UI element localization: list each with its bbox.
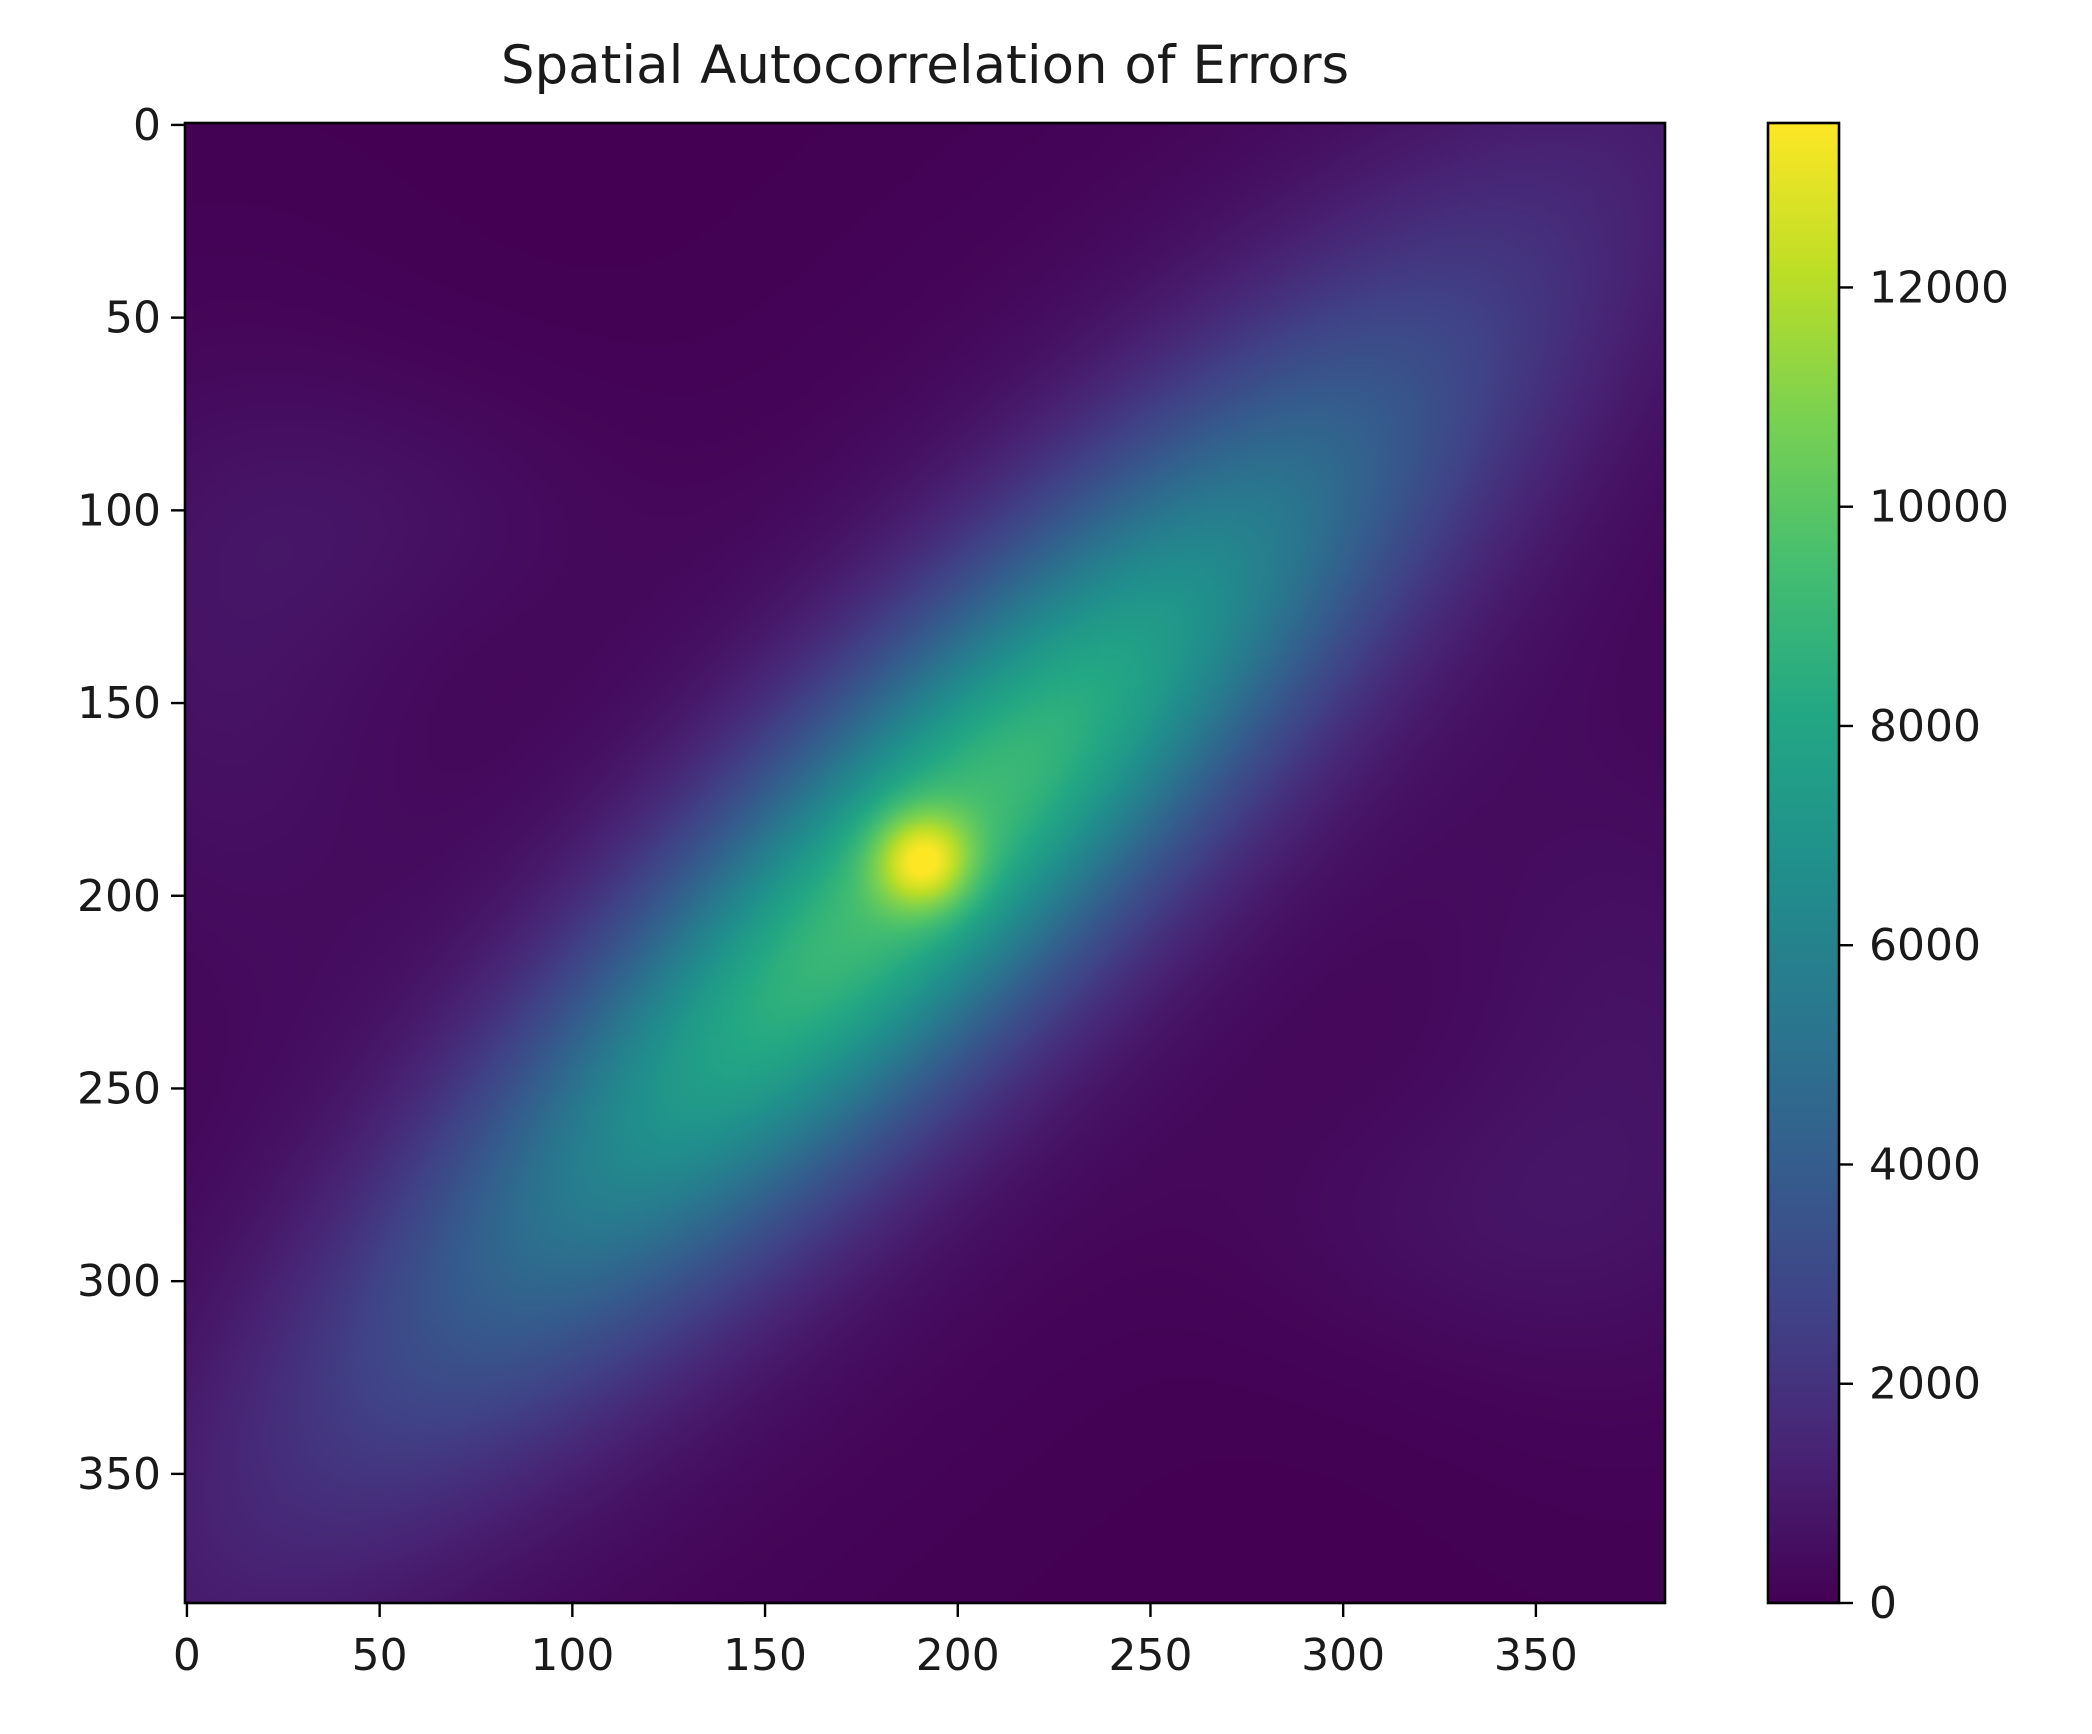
colorbar-tick-label: 4000 — [1869, 1139, 1981, 1190]
x-tick-label: 50 — [352, 1630, 408, 1681]
colorbar-tick-label: 0 — [1869, 1578, 1897, 1629]
x-tick-label: 100 — [530, 1630, 614, 1681]
colorbar-tick-label: 10000 — [1869, 482, 2009, 533]
chart-title: Spatial Autocorrelation of Errors — [501, 35, 1349, 96]
y-tick-label: 150 — [77, 678, 161, 729]
y-tick-label: 250 — [77, 1063, 161, 1114]
colorbar-tick-label: 2000 — [1869, 1359, 1981, 1410]
colorbar-axis: 0 2000 4000 6000 8000 10000 12000 — [1839, 262, 2009, 1629]
colorbar-frame — [1766, 121, 1841, 1605]
heatmap-image — [185, 123, 1665, 1603]
colorbar-tick-label: 6000 — [1869, 920, 1981, 971]
y-tick-label: 200 — [77, 871, 161, 922]
plot-frame — [183, 121, 1667, 1605]
x-tick-label: 350 — [1494, 1630, 1578, 1681]
y-tick-label: 50 — [105, 293, 161, 344]
colorbar-gradient — [1768, 123, 1839, 1603]
x-tick-label: 0 — [173, 1630, 201, 1681]
x-tick-label: 200 — [916, 1630, 1000, 1681]
x-tick-label: 150 — [723, 1630, 807, 1681]
y-tick-label: 0 — [133, 100, 161, 151]
x-axis: 0 50 100 150 200 250 300 350 — [173, 1603, 1578, 1681]
heatmap-plot-area — [185, 123, 1665, 1603]
colorbar-tick-label: 8000 — [1869, 701, 1981, 752]
x-tick-label: 250 — [1108, 1630, 1192, 1681]
y-tick-label: 100 — [77, 485, 161, 536]
y-axis: 0 50 100 150 200 250 300 350 — [77, 100, 185, 1500]
y-tick-label: 300 — [77, 1256, 161, 1307]
x-tick-label: 300 — [1301, 1630, 1385, 1681]
colorbar-tick-label: 12000 — [1869, 262, 2009, 313]
y-tick-label: 350 — [77, 1449, 161, 1500]
